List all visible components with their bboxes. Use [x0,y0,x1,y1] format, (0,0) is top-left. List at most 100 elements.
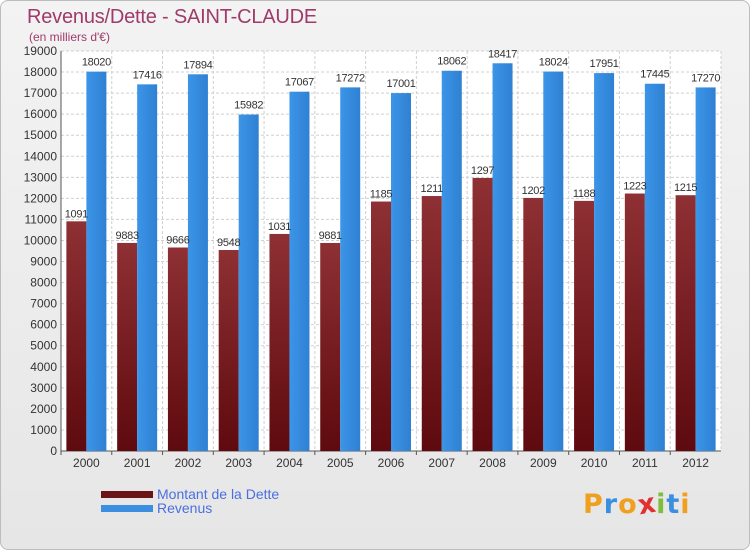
x-tick-label: 2004 [276,456,303,470]
x-tick-label: 2011 [632,456,658,470]
logo-letter: i [680,489,691,520]
data-label-revenus-2006: 17001 [386,78,415,90]
bar-revenus-2001 [137,84,158,452]
legend-item-revenus: Revenus [101,500,279,516]
bar-revenus-2003 [238,114,259,452]
bar-revenus-2011 [644,83,665,451]
bar-dette-2010 [574,200,595,451]
legend-item-dette: Montant de la Dette [101,486,280,502]
x-tick-label: 2003 [225,456,252,470]
data-label-dette-2001: 9883 [116,230,139,242]
data-label-revenus-2011: 17445 [640,69,669,81]
data-label-revenus-2000: 18020 [82,57,111,69]
y-tick-label: 9000 [30,255,57,269]
y-tick-label: 11000 [25,212,58,226]
chart-title: Revenus/Dette - SAINT-CLAUDE [27,6,318,28]
bar-revenus-2006 [391,93,411,451]
data-label-revenus-2012: 17270 [691,72,720,84]
data-label-revenus-2003: 15982 [234,100,263,112]
bar-dette-2001 [117,242,138,451]
y-tick-label: 3000 [30,381,57,395]
data-label-dette-2010: 1188 [573,188,596,200]
data-label-dette-2000: 1091 [65,208,88,220]
x-tick-label: 2010 [581,456,608,470]
bar-dette-2008 [472,177,493,451]
y-tick-label: 1000 [30,423,57,437]
data-label-dette-2002: 9666 [166,235,189,247]
x-tick-label: 2009 [530,456,557,470]
x-tick-label: 2008 [479,456,506,470]
bar-revenus-2008 [492,63,513,452]
data-label-dette-2004: 1031 [268,221,291,233]
data-label-dette-2012: 1215 [674,182,697,194]
bar-layer [66,63,716,452]
bar-dette-2005 [320,242,341,451]
x-tick-label: 2006 [378,456,405,470]
legend-label-revenus: Revenus [157,500,213,516]
data-label-revenus-2010: 17951 [590,58,619,70]
bar-revenus-2009 [543,71,564,452]
y-tick-label: 7000 [30,297,57,311]
logo-letter: r [603,489,619,520]
bar-dette-2007 [421,196,442,451]
y-tick-label: 2000 [30,402,57,416]
legend-label-dette: Montant de la Dette [157,486,280,502]
x-tick-label: 2005 [327,456,354,470]
proxiti-logo: Proxiti [583,488,691,522]
y-tick-label: 18000 [24,65,58,79]
bar-dette-2006 [371,201,391,451]
axis-layer: 0 1000 2000 3000 4000 5000 6000 7000 8000 9000 100… [24,44,721,470]
data-label-dette-2008: 1297 [471,165,494,177]
bar-dette-2003 [218,249,239,451]
logo-letter: i [656,489,667,520]
y-tick-label: 15000 [24,128,58,142]
bar-dette-2011 [624,193,645,452]
bar-revenus-2002 [187,74,208,451]
data-label-revenus-2002: 17894 [183,59,212,71]
y-tick-label: 5000 [30,339,57,353]
bar-dette-2002 [167,247,188,451]
data-label-dette-2003: 9548 [217,237,240,249]
legend: Montant de la Dette Revenus [101,486,280,516]
data-label-dette-2007: 1211 [421,183,444,195]
logo-letter: t [666,489,681,520]
y-tick-label: 4000 [30,360,57,374]
bar-dette-2012 [675,195,696,451]
bar-dette-2004 [269,233,290,451]
logo-letter: P [583,489,604,520]
y-tick-label: 16000 [24,107,58,121]
x-tick-label: 2002 [175,456,202,470]
data-label-revenus-2008: 18417 [488,48,517,60]
data-label-dette-2011: 1223 [623,181,646,193]
data-label-revenus-2004: 17067 [285,77,314,89]
bar-dette-2009 [523,197,544,451]
logo-letter: o [618,489,638,520]
y-tick-label: 13000 [24,170,58,184]
x-tick-label: 2012 [682,456,709,470]
data-label-revenus-2005: 17272 [336,72,365,84]
data-label-revenus-2001: 17416 [133,69,162,81]
bar-revenus-2004 [289,91,310,452]
y-tick-label: 19000 [24,44,58,58]
chart-subtitle: (en milliers d'€) [29,30,110,44]
y-tick-label: 8000 [30,276,57,290]
y-tick-label: 0 [50,444,57,458]
x-tick-label: 2007 [428,456,455,470]
y-tick-label: 14000 [24,149,58,163]
legend-swatch-dette [101,490,153,498]
data-label-dette-2005: 9881 [319,230,342,242]
bar-revenus-2010 [594,73,615,451]
data-label-revenus-2009: 18024 [539,57,568,69]
y-tick-label: 6000 [30,318,57,332]
legend-swatch-revenus [101,504,153,512]
bar-dette-2000 [66,221,87,451]
label-layer: 1091 18020 9883 17416 9666 17894 9548 15982 1031… [65,48,721,249]
y-tick-label: 17000 [24,86,58,100]
bar-revenus-2012 [695,87,716,451]
data-label-dette-2009: 1202 [522,185,545,197]
y-tick-label: 10000 [24,233,58,247]
bar-revenus-2005 [340,87,361,452]
data-label-dette-2006: 1185 [370,189,393,201]
y-tick-label: 12000 [24,191,58,205]
